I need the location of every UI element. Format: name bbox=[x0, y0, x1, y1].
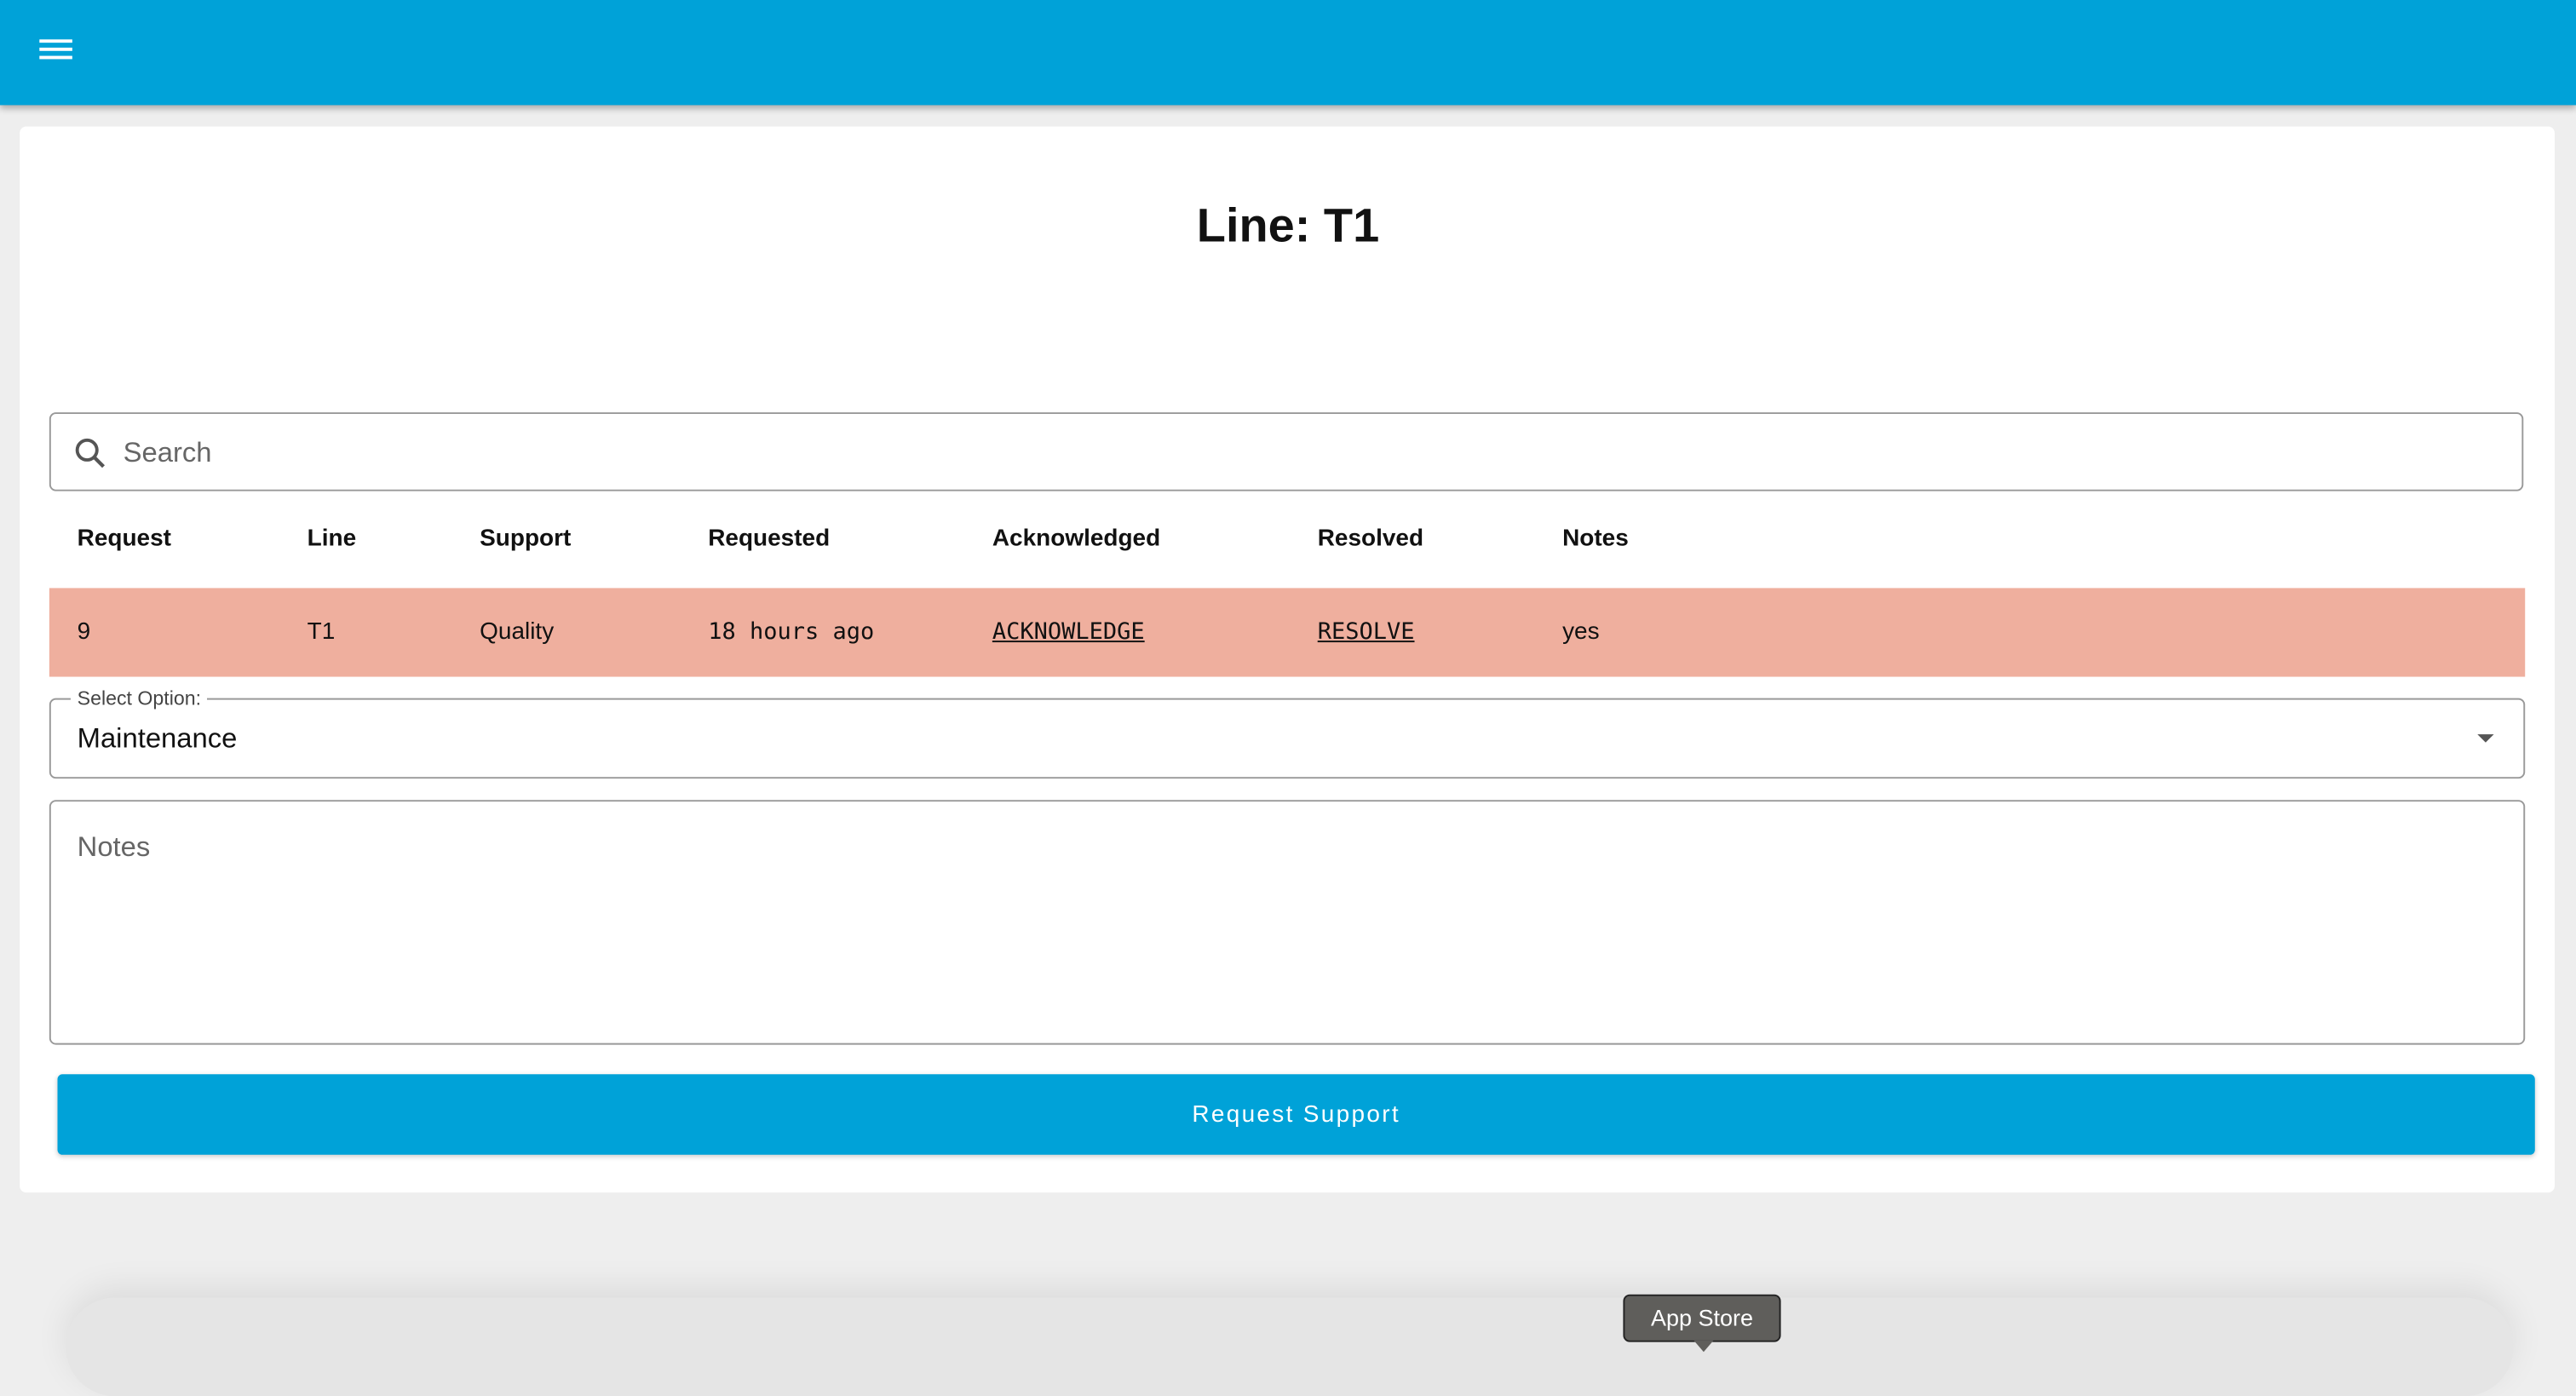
column-header-acknowledged: Acknowledged bbox=[992, 526, 1161, 552]
hamburger-menu-icon[interactable] bbox=[39, 39, 72, 62]
column-header-support: Support bbox=[480, 526, 572, 552]
app-window: Line: T1 Request Line Support Requested … bbox=[0, 0, 2576, 1353]
column-header-notes: Notes bbox=[1562, 526, 1629, 552]
cell-requested: 18 hours ago bbox=[708, 619, 875, 646]
request-support-button[interactable]: Request Support bbox=[57, 1074, 2535, 1155]
dock-tooltip: App Store bbox=[1623, 1294, 1781, 1353]
chevron-down-icon bbox=[2477, 734, 2494, 743]
select-value: Maintenance bbox=[77, 722, 238, 755]
resolve-link[interactable]: RESOLVE bbox=[1317, 619, 1415, 646]
cell-support: Quality bbox=[480, 619, 555, 646]
cell-notes: yes bbox=[1562, 619, 1600, 646]
cell-line: T1 bbox=[307, 619, 336, 646]
dock bbox=[66, 1297, 2514, 1396]
column-header-line: Line bbox=[307, 526, 357, 552]
search-field[interactable] bbox=[49, 412, 2524, 491]
page-title: Line: T1 bbox=[1196, 200, 1380, 253]
acknowledge-link[interactable]: ACKNOWLEDGE bbox=[992, 619, 1145, 646]
table-row bbox=[49, 588, 2526, 677]
support-type-select[interactable]: Select Option: Maintenance bbox=[49, 687, 2526, 779]
column-header-request: Request bbox=[77, 526, 171, 552]
column-header-resolved: Resolved bbox=[1317, 526, 1424, 552]
search-icon bbox=[75, 438, 105, 468]
notes-textarea[interactable] bbox=[49, 800, 2526, 1045]
select-label: Select Option: bbox=[70, 687, 208, 710]
cell-request: 9 bbox=[77, 619, 91, 646]
app-bar bbox=[0, 0, 2576, 106]
column-header-requested: Requested bbox=[708, 526, 831, 552]
search-input[interactable] bbox=[119, 427, 2427, 480]
